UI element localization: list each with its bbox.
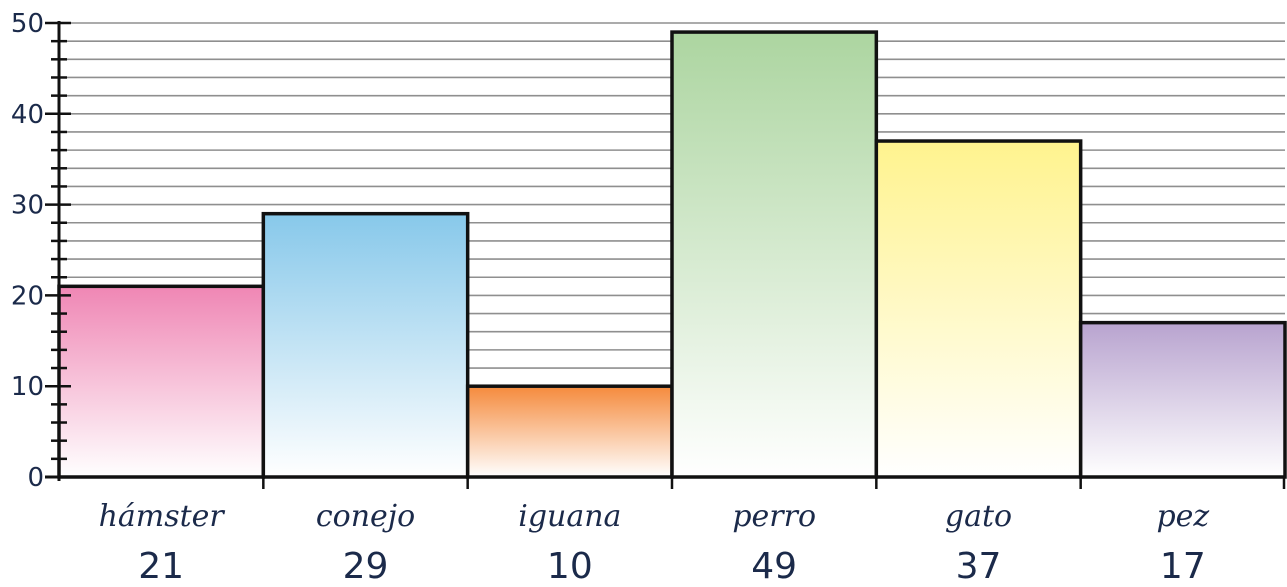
y-tick-label: 30	[11, 191, 44, 221]
y-tick-label: 10	[11, 372, 44, 402]
category-label: iguana	[518, 499, 621, 534]
value-label: 10	[547, 546, 593, 587]
value-label: 17	[1160, 546, 1206, 587]
bars	[57, 30, 1287, 479]
category-label: pez	[1156, 499, 1209, 534]
y-axis: 0 10 20 30 40 50	[11, 9, 71, 493]
y-tick-label: 0	[27, 463, 44, 493]
bar-2	[465, 384, 674, 479]
value-label: 49	[751, 546, 797, 587]
value-label: 37	[956, 546, 1002, 587]
y-tick-label: 40	[11, 100, 44, 130]
category-label: gato	[945, 499, 1012, 534]
y-tick-label: 50	[11, 9, 44, 39]
value-labels: 21 29 10 49 37 17	[138, 546, 1205, 587]
bar-0	[57, 284, 266, 479]
bar-3	[670, 30, 879, 479]
category-labels: hámster conejo iguana perro gato pez	[99, 499, 1210, 534]
bar-4	[874, 139, 1083, 479]
bar-1	[261, 211, 470, 479]
category-label: conejo	[316, 499, 415, 534]
x-axis	[45, 475, 1286, 489]
value-label: 29	[343, 546, 389, 587]
bar-5	[1078, 320, 1287, 479]
value-label: 21	[138, 546, 184, 587]
y-tick-label: 20	[11, 281, 44, 311]
category-label: hámster	[99, 499, 226, 534]
category-label: perro	[732, 499, 816, 534]
